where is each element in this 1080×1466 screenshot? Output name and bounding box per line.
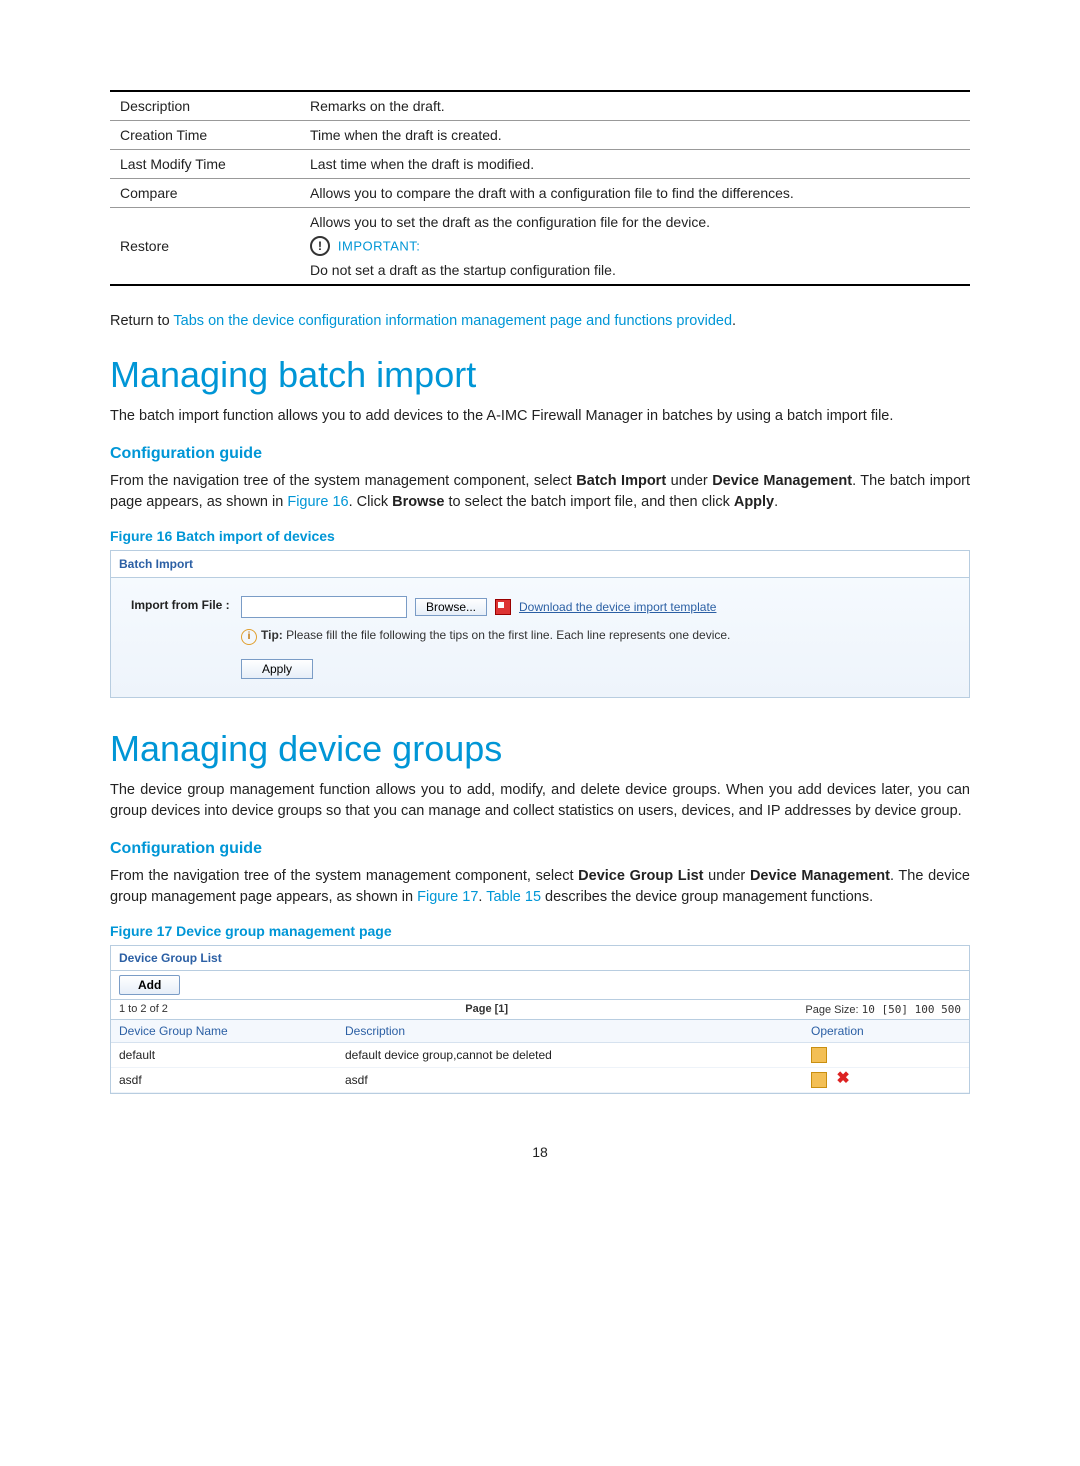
figure-16-caption: Figure 16 Batch import of devices — [110, 528, 970, 544]
figure-16-link[interactable]: Figure 16 — [287, 494, 348, 510]
return-link[interactable]: Tabs on the device configuration informa… — [173, 313, 732, 329]
section1-paragraph: The batch import function allows you to … — [110, 406, 970, 427]
term-cell: Compare — [110, 179, 300, 208]
figure-17-caption: Figure 17 Device group management page — [110, 923, 970, 939]
restore-line1: Allows you to set the draft as the confi… — [310, 214, 960, 230]
table-15-link[interactable]: Table 15 — [486, 889, 541, 905]
restore-line2: Do not set a draft as the startup config… — [310, 262, 960, 278]
table-row: Last Modify Time Last time when the draf… — [110, 150, 970, 179]
page-number: 18 — [110, 1144, 970, 1160]
import-file-input[interactable] — [241, 596, 407, 618]
figure-17-screenshot: Device Group List Add 1 to 2 of 2 Page [… — [110, 945, 970, 1094]
modify-icon[interactable] — [811, 1072, 827, 1088]
section-heading-batch-import: Managing batch import — [110, 354, 970, 396]
fig16-header: Batch Import — [111, 551, 969, 578]
term-cell: Restore — [110, 208, 300, 286]
cell-op — [803, 1043, 969, 1068]
config-guide-heading: Configuration guide — [110, 445, 970, 463]
table-row: Compare Allows you to compare the draft … — [110, 179, 970, 208]
pager-center: Page [1] — [465, 1003, 508, 1016]
table-row: asdf asdf ✖ — [111, 1068, 969, 1093]
section-heading-device-groups: Managing device groups — [110, 728, 970, 770]
term-cell: Creation Time — [110, 121, 300, 150]
cell-op: ✖ — [803, 1068, 969, 1093]
download-template-link[interactable]: Download the device import template — [519, 600, 716, 614]
section2-paragraph: The device group management function all… — [110, 780, 970, 822]
table-row: Restore Allows you to set the draft as t… — [110, 208, 970, 286]
modify-icon[interactable] — [811, 1047, 827, 1063]
tip-icon: i — [241, 629, 257, 645]
document-page: Description Remarks on the draft. Creati… — [0, 0, 1080, 1220]
important-line: ! IMPORTANT: — [310, 236, 960, 256]
cell-name: asdf — [111, 1068, 337, 1093]
definition-table: Description Remarks on the draft. Creati… — [110, 90, 970, 286]
table-row: Description Remarks on the draft. — [110, 91, 970, 121]
pager-left: 1 to 2 of 2 — [119, 1003, 168, 1016]
add-button[interactable]: Add — [119, 975, 180, 995]
section2-config-text: From the navigation tree of the system m… — [110, 866, 970, 908]
figure-17-link[interactable]: Figure 17 — [417, 889, 478, 905]
col-desc[interactable]: Description — [337, 1020, 803, 1043]
tip-text: iTip: Please fill the file following the… — [241, 628, 949, 645]
cell-desc: asdf — [337, 1068, 803, 1093]
download-icon — [495, 599, 511, 615]
device-group-table: Device Group Name Description Operation … — [111, 1020, 969, 1093]
cell-desc: default device group,cannot be deleted — [337, 1043, 803, 1068]
cell-name: default — [111, 1043, 337, 1068]
term-cell: Description — [110, 91, 300, 121]
apply-button[interactable]: Apply — [241, 659, 313, 679]
pager-bar: 1 to 2 of 2 Page [1] Page Size: 10 [50] … — [111, 1000, 969, 1020]
col-name[interactable]: Device Group Name — [111, 1020, 337, 1043]
def-cell: Allows you to compare the draft with a c… — [300, 179, 970, 208]
important-icon: ! — [310, 236, 330, 256]
browse-button[interactable]: Browse... — [415, 598, 487, 616]
section1-config-text: From the navigation tree of the system m… — [110, 471, 970, 513]
table-row: default default device group,cannot be d… — [111, 1043, 969, 1068]
config-guide-heading-2: Configuration guide — [110, 840, 970, 858]
term-cell: Last Modify Time — [110, 150, 300, 179]
def-cell: Remarks on the draft. — [300, 91, 970, 121]
col-op[interactable]: Operation — [803, 1020, 969, 1043]
def-cell: Allows you to set the draft as the confi… — [300, 208, 970, 286]
def-cell: Time when the draft is created. — [300, 121, 970, 150]
import-file-label: Import from File : — [131, 596, 241, 612]
important-label: IMPORTANT: — [338, 239, 421, 254]
figure-16-screenshot: Batch Import Import from File : Browse..… — [110, 550, 970, 698]
return-text: Return to Tabs on the device configurati… — [110, 311, 970, 332]
def-cell: Last time when the draft is modified. — [300, 150, 970, 179]
fig17-header: Device Group List — [111, 946, 969, 971]
pager-right: Page Size: 10 [50] 100 500 — [805, 1003, 961, 1016]
table-row: Creation Time Time when the draft is cre… — [110, 121, 970, 150]
delete-icon[interactable]: ✖ — [836, 1073, 850, 1087]
